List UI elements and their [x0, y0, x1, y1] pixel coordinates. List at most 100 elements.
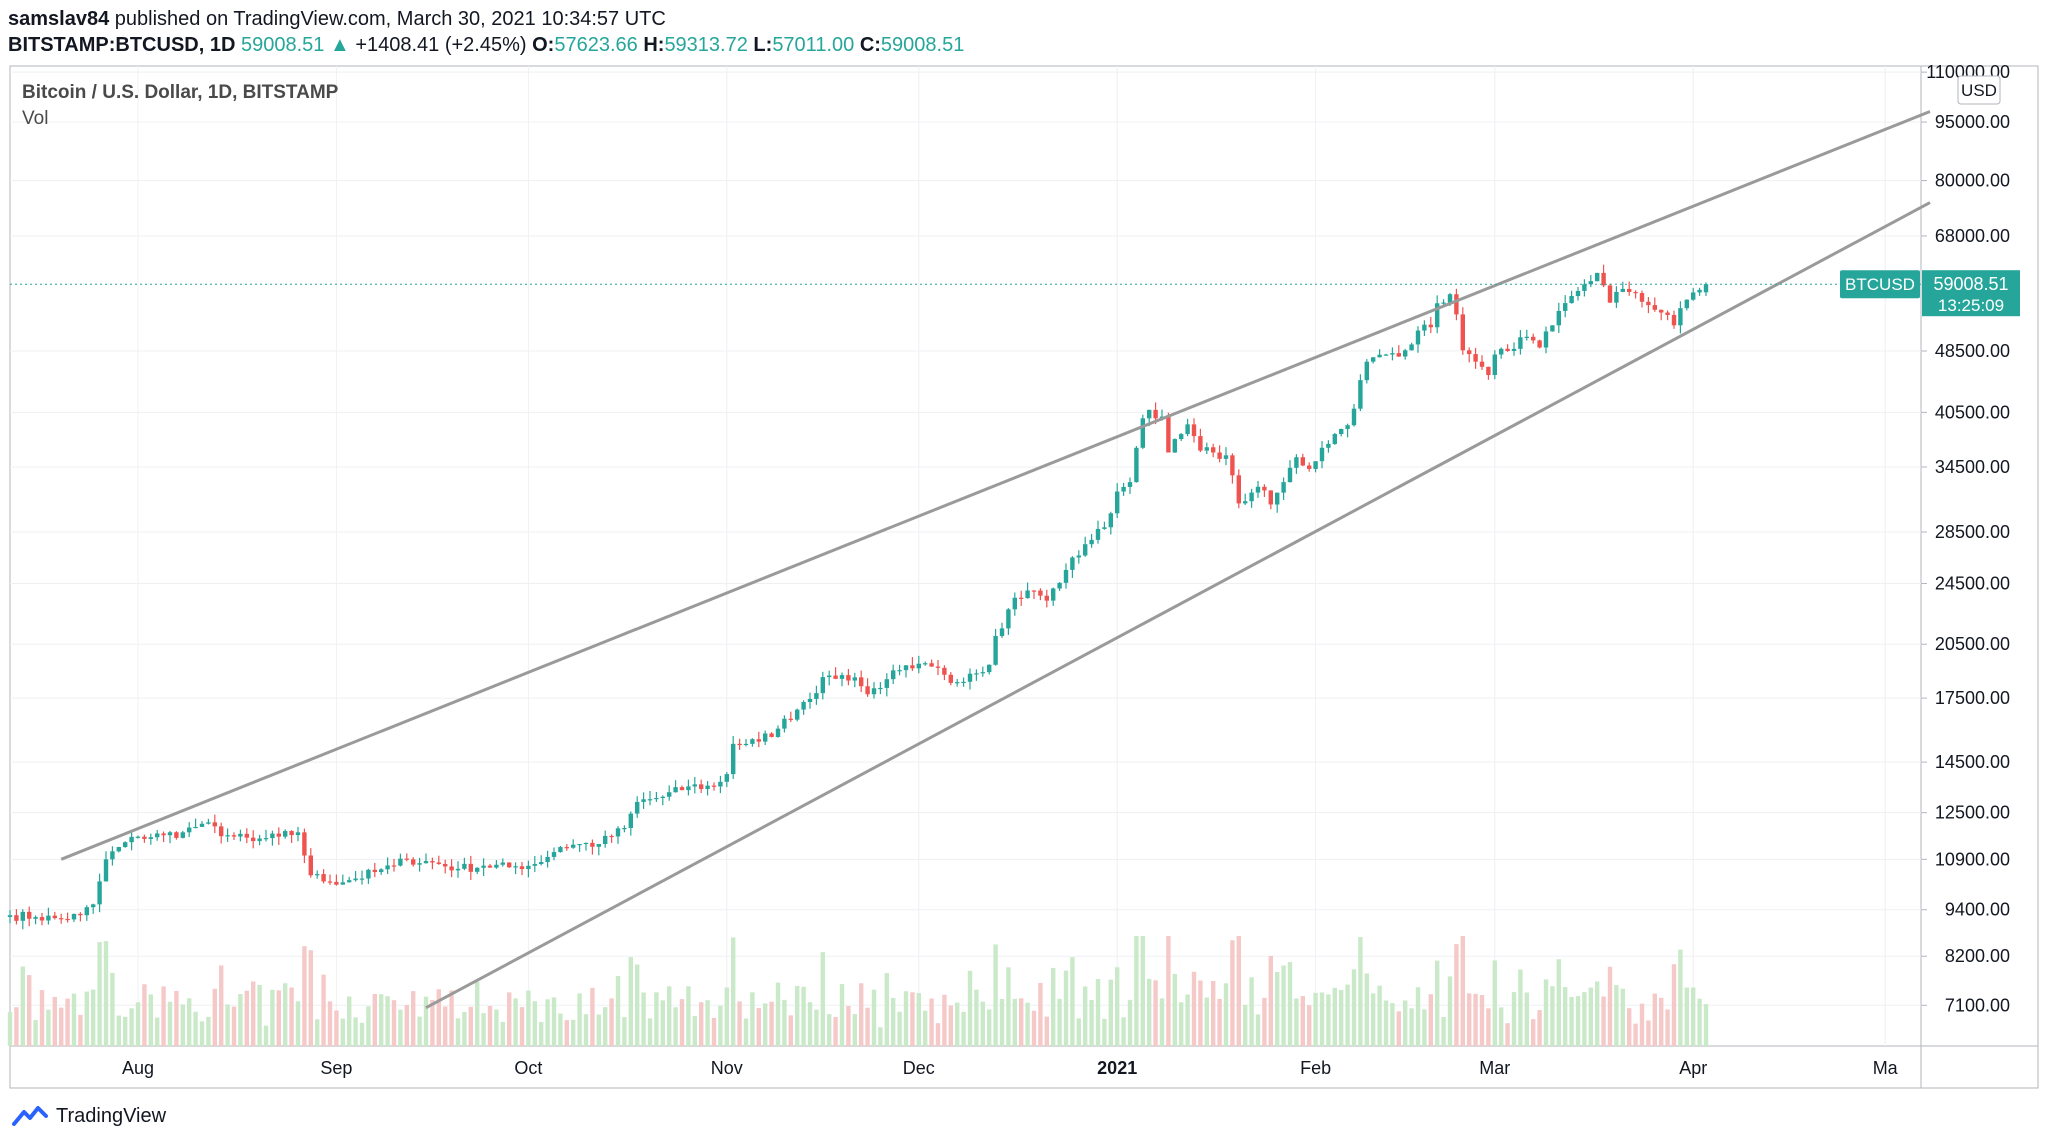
- publish-info: samslav84 published on TradingView.com, …: [8, 8, 666, 31]
- candle-body: [801, 702, 806, 710]
- candle-body: [1115, 491, 1120, 514]
- volume-bar: [1191, 971, 1197, 1046]
- candle-body: [558, 847, 563, 853]
- candle-body: [84, 907, 89, 916]
- candle-body: [679, 787, 685, 791]
- volume-bar: [1511, 992, 1517, 1046]
- price-axis[interactable]: 110000.0095000.0080000.0068000.0048500.0…: [1921, 62, 2010, 1015]
- candle-body: [833, 675, 838, 679]
- candle-body: [1038, 590, 1043, 596]
- volume-bar: [1358, 937, 1363, 1046]
- badge-price: 59008.51: [1933, 274, 2008, 294]
- candle-body: [1383, 354, 1389, 356]
- x-tick-label: Oct: [514, 1058, 542, 1078]
- candle-body: [20, 911, 25, 921]
- candle-body: [142, 836, 147, 839]
- volume-bar: [1262, 997, 1267, 1046]
- candle-body: [1511, 348, 1517, 351]
- candle-body: [993, 636, 998, 665]
- candle-body: [481, 865, 486, 868]
- volume-bar: [923, 1010, 928, 1046]
- high-label: H:: [643, 34, 665, 56]
- candle-body: [1255, 486, 1261, 493]
- volume-bar: [1646, 1020, 1651, 1046]
- candle-body: [1057, 582, 1062, 589]
- volume-bar: [711, 1017, 717, 1046]
- volume-bar: [1537, 1010, 1542, 1046]
- candle-body: [1447, 294, 1453, 303]
- candle-body: [7, 915, 13, 917]
- candle-body: [1454, 294, 1459, 315]
- tradingview-logo-icon[interactable]: [10, 1104, 50, 1128]
- currency-box[interactable]: [1957, 75, 2001, 105]
- candle-body: [33, 917, 38, 919]
- volume-bar: [129, 1008, 134, 1046]
- y-tick-label: 40500.00: [1935, 402, 2010, 422]
- candle-body: [404, 858, 409, 860]
- volume-bar: [1691, 987, 1696, 1046]
- volume-bar: [993, 944, 998, 1046]
- badge-countdown: 13:25:09: [1938, 296, 2004, 315]
- candle-body: [1492, 354, 1497, 375]
- badge-price-bg: [1922, 270, 2020, 317]
- candle-body: [897, 670, 902, 672]
- x-tick-label: 2021: [1097, 1058, 1137, 1078]
- volume-bar: [283, 983, 288, 1046]
- candle-body: [987, 664, 992, 673]
- volume-bar: [763, 1003, 768, 1046]
- candles[interactable]: [7, 264, 1709, 930]
- volume-bar: [686, 986, 691, 1046]
- trend-lines[interactable]: [60, 110, 1931, 1010]
- volume-bar: [379, 994, 384, 1046]
- footer-brand[interactable]: TradingView: [56, 1104, 167, 1127]
- volume-bar: [795, 985, 800, 1046]
- candle-body: [1083, 544, 1088, 556]
- volume-bar: [187, 998, 192, 1046]
- currency-label: USD: [1961, 81, 1997, 100]
- volume-bar: [219, 965, 224, 1046]
- volume-bar: [167, 1001, 173, 1046]
- candle-body: [935, 666, 941, 668]
- volume-bar: [257, 984, 262, 1046]
- volume-bar: [692, 1016, 697, 1046]
- volume-bar: [1569, 996, 1574, 1046]
- x-tick-label: Apr: [1679, 1058, 1707, 1078]
- time-axis[interactable]: Aug Sep Oct Nov Dec 2021 Feb Mar Apr Ma: [122, 1058, 1899, 1078]
- candle-body: [1415, 330, 1421, 345]
- volume-bar: [1371, 993, 1376, 1046]
- volume-bar: [180, 1004, 185, 1046]
- volume-bar: [1249, 977, 1254, 1046]
- candle-body: [590, 842, 595, 847]
- volume-bar: [1223, 983, 1229, 1046]
- publisher-username[interactable]: samslav84: [8, 8, 110, 30]
- candle-body: [1499, 348, 1504, 355]
- candle-body: [238, 833, 243, 837]
- candle-body: [65, 918, 70, 921]
- volume-bar: [647, 1018, 653, 1046]
- volume-bar: [385, 996, 390, 1046]
- symbol-name: BITSTAMP:BTCUSD, 1D: [8, 34, 236, 56]
- volume-bar: [33, 1020, 38, 1046]
- candle-body: [750, 739, 755, 744]
- candle-body: [500, 862, 505, 865]
- candle-body: [1691, 292, 1696, 300]
- candle-body: [1076, 555, 1081, 558]
- candle-body: [1332, 434, 1337, 444]
- candle-body: [929, 663, 934, 667]
- volume-bar: [404, 1004, 409, 1046]
- volume-bar: [519, 1007, 525, 1046]
- candle-body: [283, 831, 288, 837]
- high-value: 59313.72: [664, 34, 748, 56]
- candle-body: [257, 838, 262, 842]
- volume-bar: [1076, 1018, 1081, 1046]
- volume-bar: [327, 1001, 333, 1046]
- candle-body: [539, 862, 544, 865]
- volume-bar: [532, 1001, 537, 1046]
- volume-bar: [481, 1013, 486, 1046]
- volume-bar: [372, 993, 377, 1046]
- candle-body: [1435, 303, 1440, 328]
- y-tick-label: 8200.00: [1945, 946, 2010, 966]
- volume-bar: [52, 996, 57, 1046]
- candle-body: [596, 844, 601, 847]
